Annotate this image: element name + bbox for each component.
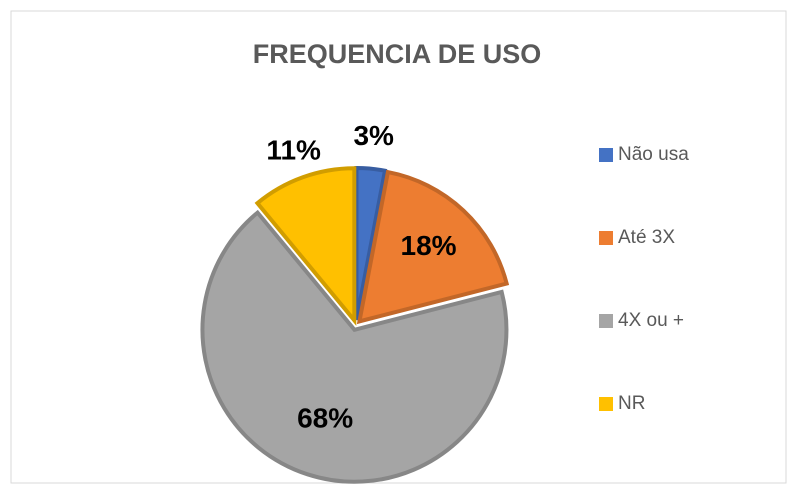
legend-label: NR — [618, 393, 645, 414]
legend-label: 4X ou + — [618, 310, 684, 331]
pie-slice — [354, 166, 388, 321]
pie-slice — [356, 169, 510, 325]
legend-swatch — [599, 397, 613, 411]
data-label: 3% — [353, 120, 394, 151]
pie-slice — [254, 166, 357, 326]
legend-label: Não usa — [618, 144, 689, 165]
legend-swatch — [599, 148, 613, 162]
data-label: 68% — [297, 402, 353, 433]
legend-swatch — [599, 231, 613, 245]
chart-title: FREQUENCIA DE USO — [253, 39, 542, 69]
legend-label: Até 3X — [618, 227, 675, 248]
pie-slice — [200, 209, 509, 484]
data-label: 11% — [266, 134, 321, 165]
data-label: 18% — [401, 230, 457, 261]
legend-swatch — [599, 314, 613, 328]
